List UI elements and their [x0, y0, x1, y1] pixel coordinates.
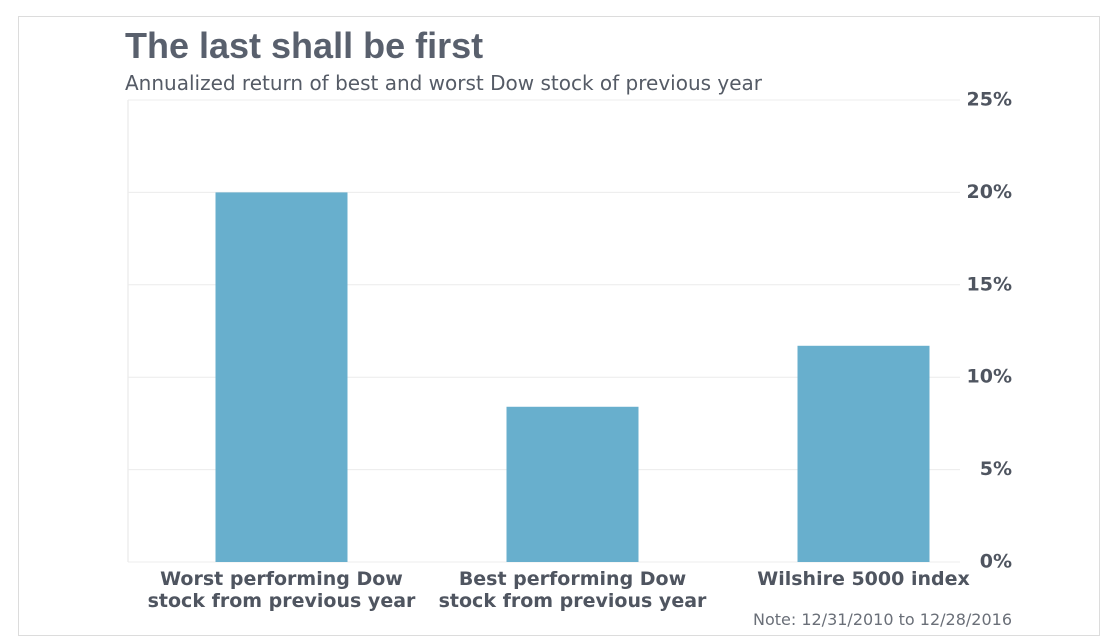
bar [506, 406, 639, 562]
x-tick-label: Worst performing Dow stock from previous… [147, 568, 416, 612]
note: Note: 12/31/2010 to 12/28/2016 [753, 610, 1012, 629]
y-tick-label: 15% [967, 273, 1012, 295]
y-tick-label: 5% [980, 458, 1012, 480]
y-tick-label: 0% [980, 551, 1012, 573]
x-tick-label: Best performing Dow stock from previous … [438, 568, 707, 612]
bar [797, 345, 930, 562]
y-tick-label: 10% [967, 366, 1012, 388]
chart-title: The last shall be first [125, 25, 483, 66]
frame [18, 16, 1100, 636]
chart-subtitle: Annualized return of best and worst Dow … [125, 71, 763, 95]
y-tick-label: 25% [967, 89, 1012, 111]
x-tick-label: Wilshire 5000 index [757, 568, 970, 590]
y-tick-label: 20% [967, 181, 1012, 203]
bar [215, 192, 348, 562]
